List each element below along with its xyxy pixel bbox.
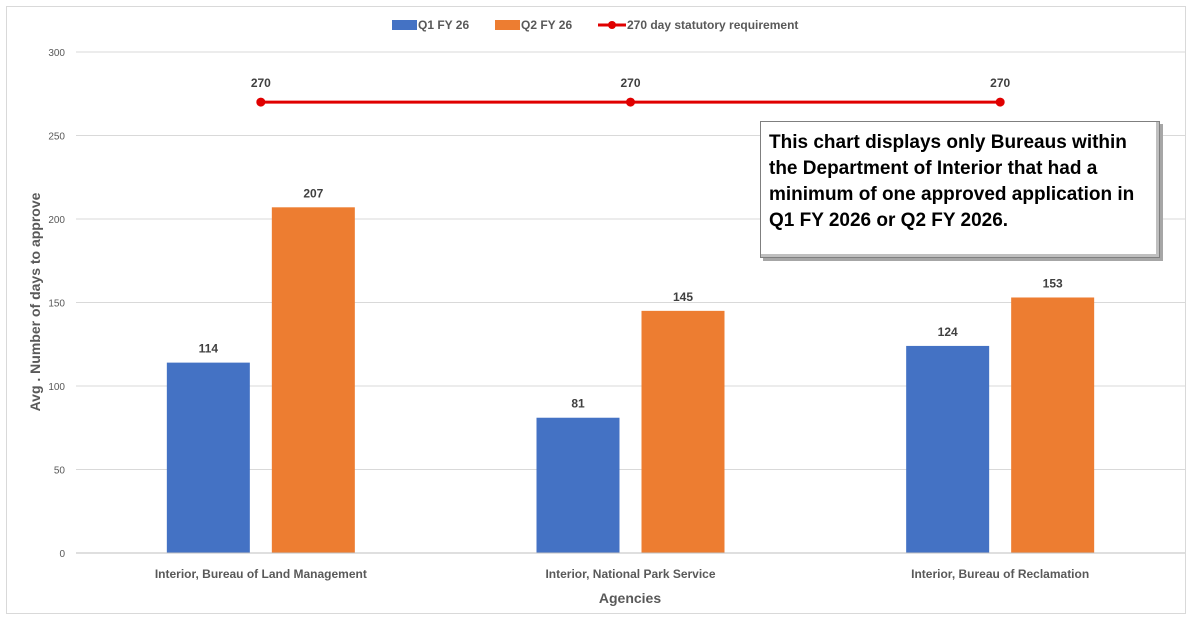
y-tick-label: 200 (48, 215, 65, 226)
line-point (256, 97, 266, 107)
data-label: 153 (1043, 276, 1063, 290)
legend-swatch (495, 20, 520, 30)
data-label: 270 (251, 76, 271, 90)
x-tick-label: Interior, Bureau of Land Management (155, 567, 367, 581)
bar (1011, 297, 1095, 553)
legend-label: Q2 FY 26 (521, 18, 572, 32)
bar (906, 345, 990, 553)
chart-frame (6, 6, 1186, 614)
y-tick-label: 100 (48, 382, 65, 393)
legend-marker (608, 21, 616, 29)
annotation-text: This chart displays only Bureaus within … (769, 132, 1135, 231)
bar (536, 417, 620, 553)
legend-swatch (392, 20, 417, 30)
y-tick-label: 0 (59, 549, 65, 560)
data-label: 270 (990, 76, 1010, 90)
line-point (626, 97, 635, 107)
y-tick-label: 50 (54, 466, 66, 477)
annotation-box: This chart displays only Bureaus within … (760, 121, 1160, 258)
bar (166, 362, 250, 553)
y-tick-label: 300 (48, 48, 65, 59)
line-point (995, 97, 1005, 107)
legend-label: 270 day statutory requirement (627, 18, 798, 32)
y-tick-label: 250 (48, 132, 65, 143)
data-label: 124 (938, 325, 958, 339)
x-tick-label: Interior, National Park Service (545, 567, 715, 581)
y-axis-label: Avg . Number of days to approve (27, 192, 43, 411)
legend-label: Q1 FY 26 (418, 18, 469, 32)
data-label: 114 (199, 342, 219, 356)
data-label: 207 (303, 186, 323, 200)
data-label: 145 (673, 290, 693, 304)
y-tick-label: 150 (48, 299, 65, 310)
x-axis-label: Agencies (599, 590, 661, 606)
bar (271, 207, 355, 553)
data-label: 81 (571, 397, 585, 411)
x-tick-label: Interior, Bureau of Reclamation (911, 567, 1089, 581)
bar (641, 310, 725, 553)
data-label: 270 (620, 76, 640, 90)
